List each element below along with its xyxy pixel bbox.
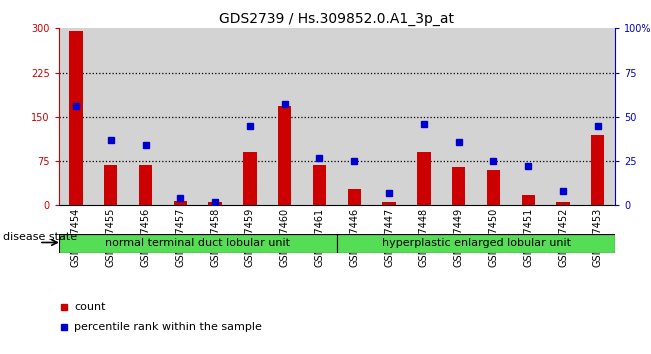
- Title: GDS2739 / Hs.309852.0.A1_3p_at: GDS2739 / Hs.309852.0.A1_3p_at: [219, 12, 454, 26]
- Bar: [232, 28, 268, 205]
- Bar: [441, 28, 476, 205]
- Text: percentile rank within the sample: percentile rank within the sample: [74, 322, 262, 332]
- Text: disease state: disease state: [3, 232, 77, 242]
- Text: hyperplastic enlarged lobular unit: hyperplastic enlarged lobular unit: [381, 238, 570, 249]
- Bar: [69, 31, 83, 205]
- Bar: [337, 234, 615, 253]
- Bar: [546, 28, 581, 205]
- Bar: [521, 195, 535, 205]
- Bar: [581, 28, 615, 205]
- Bar: [348, 189, 361, 205]
- Bar: [591, 135, 605, 205]
- Bar: [104, 165, 117, 205]
- Bar: [382, 202, 396, 205]
- Bar: [198, 28, 232, 205]
- Bar: [302, 28, 337, 205]
- Bar: [268, 28, 302, 205]
- Bar: [208, 202, 222, 205]
- Bar: [406, 28, 441, 205]
- Bar: [312, 165, 326, 205]
- Bar: [337, 28, 372, 205]
- Bar: [243, 152, 256, 205]
- Bar: [511, 28, 546, 205]
- Bar: [59, 28, 93, 205]
- Bar: [128, 28, 163, 205]
- Bar: [487, 170, 500, 205]
- Text: normal terminal duct lobular unit: normal terminal duct lobular unit: [105, 238, 290, 249]
- Text: count: count: [74, 302, 105, 312]
- Bar: [93, 28, 128, 205]
- Bar: [452, 167, 465, 205]
- Bar: [278, 106, 292, 205]
- Bar: [372, 28, 406, 205]
- Bar: [139, 165, 152, 205]
- Bar: [163, 28, 198, 205]
- Bar: [476, 28, 511, 205]
- Bar: [417, 152, 430, 205]
- Bar: [174, 201, 187, 205]
- Bar: [59, 234, 337, 253]
- Bar: [557, 202, 570, 205]
